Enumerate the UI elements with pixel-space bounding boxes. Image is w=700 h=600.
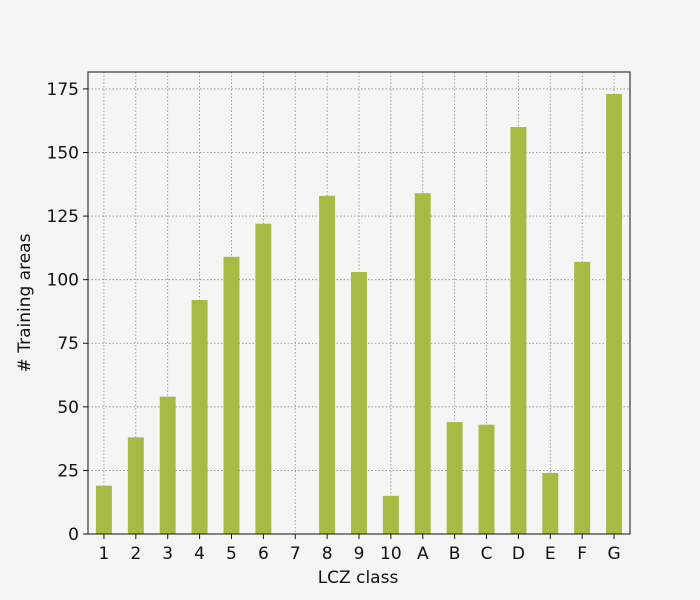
y-tick-label: 75 xyxy=(57,334,79,354)
x-tick-label: A xyxy=(417,544,429,564)
y-axis-label: # Training areas xyxy=(15,233,35,372)
x-tick-label: 6 xyxy=(258,544,269,564)
bar xyxy=(319,195,336,534)
bar xyxy=(574,261,591,534)
bar xyxy=(606,94,623,534)
y-tick-label: 175 xyxy=(47,80,79,100)
bar xyxy=(446,422,463,534)
bar xyxy=(191,300,208,534)
y-tick-label: 25 xyxy=(57,461,79,481)
x-tick-label: 5 xyxy=(226,544,237,564)
x-tick-label: B xyxy=(449,544,461,564)
x-tick-label: 9 xyxy=(354,544,365,564)
x-tick-label: 4 xyxy=(194,544,205,564)
x-axis-label: LCZ class xyxy=(318,568,399,588)
bar xyxy=(510,127,527,534)
x-tick-label: 10 xyxy=(380,544,402,564)
x-tick-label: 3 xyxy=(162,544,173,564)
y-tick-label: 150 xyxy=(47,143,79,163)
bar xyxy=(351,272,367,534)
bar xyxy=(414,193,431,535)
x-tick-label: 8 xyxy=(322,544,333,564)
bar xyxy=(478,424,495,534)
x-tick-label: F xyxy=(577,544,587,564)
x-tick-label: 7 xyxy=(290,544,301,564)
y-tick-label: 50 xyxy=(57,398,79,418)
y-tick-label: 0 xyxy=(68,525,79,545)
plot-frame xyxy=(87,71,631,535)
x-tick-label: 2 xyxy=(130,544,141,564)
y-tick-label: 100 xyxy=(47,271,79,291)
x-tick-label: G xyxy=(607,544,620,564)
x-tick-label: C xyxy=(481,544,493,564)
x-tick-label: E xyxy=(545,544,556,564)
y-tick-label: 125 xyxy=(47,207,79,227)
bar xyxy=(255,223,272,534)
bar xyxy=(159,396,176,534)
bar xyxy=(223,256,240,534)
x-tick-label: D xyxy=(512,544,525,564)
bar xyxy=(542,472,559,534)
bar xyxy=(127,437,144,534)
bar xyxy=(95,485,112,534)
bar xyxy=(382,495,399,534)
x-tick-label: 1 xyxy=(99,544,110,564)
